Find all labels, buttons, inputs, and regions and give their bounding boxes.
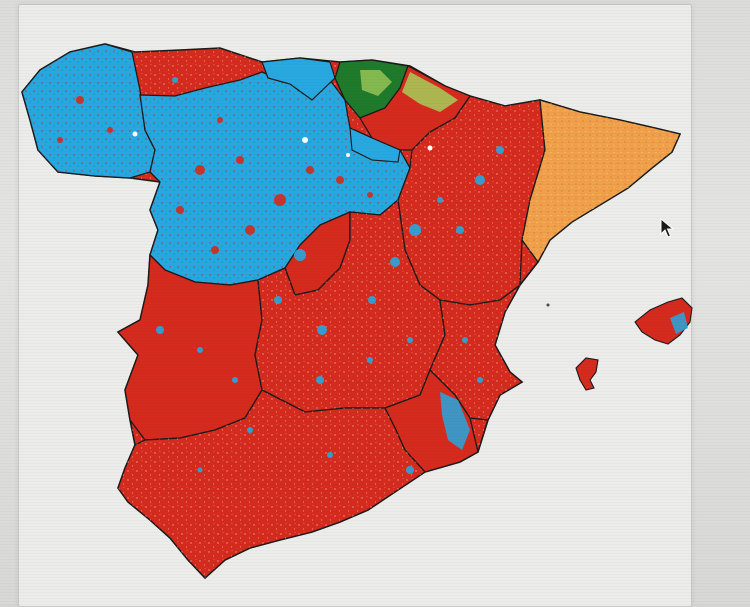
castile-leon-texture	[140, 72, 410, 285]
region-la-rioja[interactable]	[349, 127, 401, 163]
region-navarre[interactable]	[359, 65, 471, 151]
castile-la-mancha-texture	[255, 200, 445, 412]
blue-municipality-patches	[156, 77, 504, 474]
galicia-texture	[22, 44, 155, 178]
navarre-green-patch	[402, 72, 458, 112]
island-menorca	[546, 303, 550, 307]
mallorca-blue-patch	[670, 312, 688, 334]
andalusia-texture	[118, 390, 425, 578]
region-basque-mixed	[360, 70, 392, 96]
murcia-blue-patch	[440, 392, 470, 450]
island-ibiza[interactable]	[575, 357, 599, 391]
aragon-texture	[398, 96, 545, 305]
region-extremadura[interactable]	[116, 253, 263, 441]
region-cantabria[interactable]	[261, 57, 336, 101]
white-spots	[132, 131, 433, 157]
red-municipality-patches	[57, 96, 373, 254]
arrow-cursor-icon	[660, 218, 674, 238]
valencia-texture	[430, 285, 522, 420]
catalonia-texture	[522, 100, 680, 262]
